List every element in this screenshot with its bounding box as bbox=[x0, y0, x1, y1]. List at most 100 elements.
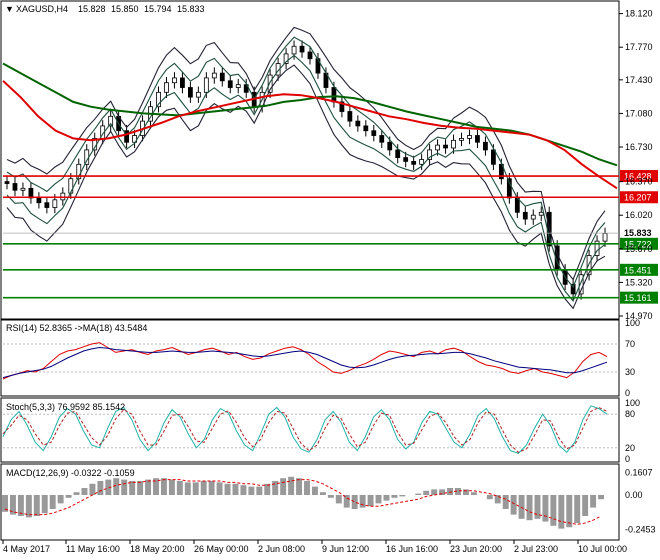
rsi-header: RSI(14) 52.8365 ->MA(18) 43.5484 bbox=[6, 323, 147, 333]
candle bbox=[20, 187, 26, 191]
macd-signal-line bbox=[4, 479, 602, 525]
candle bbox=[347, 111, 353, 122]
stoch-axis-label: 100 bbox=[625, 398, 640, 408]
candle bbox=[291, 45, 297, 55]
price-panel[interactable] bbox=[0, 0, 620, 320]
time-axis-label: 18 May 20:00 bbox=[130, 544, 185, 554]
collapse-icon[interactable]: ▼ bbox=[5, 4, 14, 14]
price-axis-label: 17.770 bbox=[625, 42, 653, 52]
price-axis-label: 15.320 bbox=[625, 277, 653, 287]
current-price-label: 15.833 bbox=[624, 228, 652, 238]
candle bbox=[156, 91, 161, 108]
bollinger-band-line bbox=[6, 26, 606, 281]
candle bbox=[52, 199, 58, 208]
candle bbox=[12, 183, 18, 191]
price-header-symbol: XAGUSD,H4 bbox=[16, 4, 68, 14]
macd-header: MACD(12,26,9) -0.0322 -0.1059 bbox=[6, 468, 135, 478]
candle bbox=[339, 101, 345, 112]
candle bbox=[187, 87, 193, 98]
candle bbox=[530, 214, 536, 220]
candle bbox=[602, 233, 608, 242]
candle bbox=[395, 149, 401, 158]
macd-axis-label: 0.1607 bbox=[625, 468, 653, 478]
candle bbox=[235, 84, 241, 88]
stoch-axis-label: 20 bbox=[625, 443, 635, 453]
candle bbox=[379, 135, 385, 143]
candle bbox=[331, 87, 337, 103]
level-label: 15.722 bbox=[624, 239, 652, 249]
candle bbox=[594, 240, 600, 256]
candle bbox=[108, 115, 114, 127]
time-axis-label: 23 Jun 20:00 bbox=[450, 544, 502, 554]
candle bbox=[203, 77, 209, 93]
moving-average-line bbox=[2, 80, 618, 190]
bollinger-band-line bbox=[6, 54, 606, 302]
candle bbox=[219, 72, 225, 82]
candle bbox=[307, 51, 313, 60]
candle bbox=[355, 120, 361, 127]
level-tag bbox=[620, 263, 658, 276]
candle bbox=[363, 125, 369, 132]
candle bbox=[36, 197, 42, 204]
price-header-open: 15.828 bbox=[78, 4, 106, 14]
candle bbox=[578, 274, 584, 295]
rsi-axis-label: 100 bbox=[625, 318, 640, 328]
price-axis-label: 15.670 bbox=[625, 244, 653, 254]
stoch-panel[interactable] bbox=[0, 397, 620, 463]
candle bbox=[211, 72, 217, 79]
level-label: 15.451 bbox=[624, 265, 652, 275]
candle bbox=[164, 82, 169, 93]
candle bbox=[459, 137, 464, 141]
candle bbox=[172, 77, 177, 84]
candle bbox=[180, 77, 185, 88]
candle bbox=[387, 141, 393, 151]
time-axis-label: 10 Jul 00:00 bbox=[578, 544, 627, 554]
price-axis-label: 18.120 bbox=[625, 9, 653, 19]
candle bbox=[299, 45, 305, 53]
candle bbox=[522, 211, 528, 220]
candle bbox=[371, 130, 377, 136]
price-axis-label: 16.370 bbox=[625, 177, 653, 187]
candle bbox=[411, 161, 417, 165]
rsi-axis-label: 0 bbox=[625, 388, 630, 398]
rsi-axis-label: 70 bbox=[625, 339, 635, 349]
candle bbox=[490, 149, 496, 165]
bollinger-band-line bbox=[6, 64, 606, 310]
stoch-header: Stoch(5,3,3) 76.9592 85.1542 bbox=[6, 402, 125, 412]
price-axis-label: 16.020 bbox=[625, 210, 653, 220]
candle bbox=[227, 80, 233, 88]
time-axis-label: 2 Jun 08:00 bbox=[258, 544, 305, 554]
macd-axis-label: 0.00 bbox=[625, 490, 643, 500]
candle bbox=[427, 149, 433, 160]
level-label: 16.207 bbox=[624, 193, 652, 203]
rsi-panel[interactable] bbox=[0, 319, 620, 397]
candle bbox=[4, 181, 10, 184]
macd-panel[interactable] bbox=[0, 463, 620, 541]
price-header-high: 15.850 bbox=[111, 4, 139, 14]
price-header-low: 15.794 bbox=[144, 4, 172, 14]
candle bbox=[68, 178, 74, 194]
candle bbox=[124, 130, 130, 143]
time-axis-label: 9 Jun 12:00 bbox=[322, 544, 369, 554]
price-axis-label: 16.730 bbox=[625, 142, 653, 152]
candle bbox=[243, 84, 249, 93]
time-axis-label: 26 May 00:00 bbox=[194, 544, 249, 554]
stoch-axis-label: 80 bbox=[625, 409, 635, 419]
candle bbox=[483, 141, 488, 151]
rsi-line bbox=[2, 346, 608, 379]
candle bbox=[267, 74, 273, 93]
candle bbox=[451, 139, 456, 149]
time-axis-label: 4 May 2017 bbox=[3, 544, 50, 554]
candle bbox=[419, 159, 425, 165]
level-tag bbox=[620, 191, 658, 204]
candle bbox=[475, 135, 480, 143]
price-axis-label: 14.970 bbox=[625, 311, 653, 321]
candle bbox=[435, 144, 440, 151]
moving-average-line bbox=[2, 62, 618, 167]
candle bbox=[570, 283, 576, 295]
level-tag bbox=[620, 291, 658, 304]
candle bbox=[132, 135, 137, 143]
price-axis-label: 17.080 bbox=[625, 108, 653, 118]
candle bbox=[44, 202, 50, 208]
